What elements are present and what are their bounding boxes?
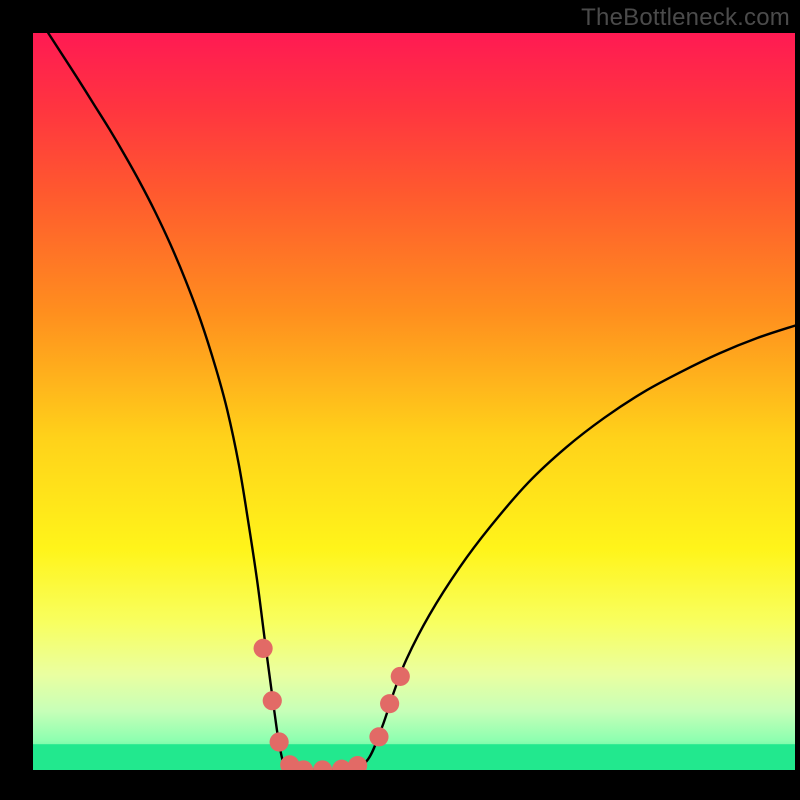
highlight-marker <box>270 732 289 751</box>
highlight-marker <box>254 639 273 658</box>
green-band <box>33 744 795 770</box>
highlight-marker <box>369 727 388 746</box>
watermark-text: TheBottleneck.com <box>581 4 790 32</box>
gradient-background <box>33 33 795 770</box>
chart-svg <box>33 33 795 770</box>
plot-area <box>33 33 795 770</box>
chart-frame: TheBottleneck.com <box>0 0 800 800</box>
highlight-marker <box>263 691 282 710</box>
highlight-marker <box>380 694 399 713</box>
highlight-marker <box>391 667 410 686</box>
